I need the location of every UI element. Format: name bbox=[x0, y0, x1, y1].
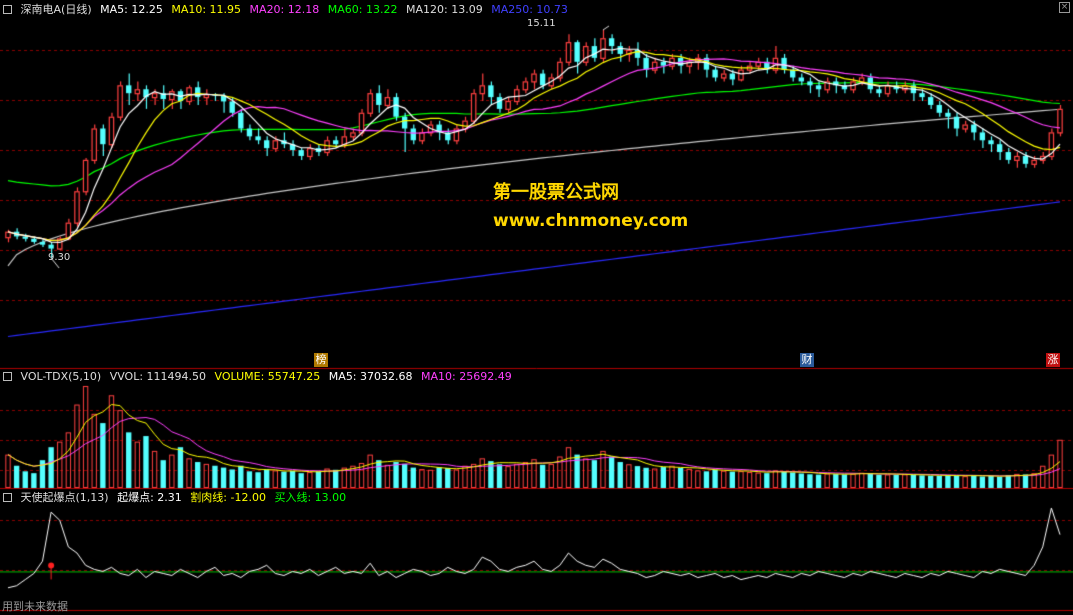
high-annotation: 15.11 bbox=[527, 18, 556, 29]
future-data-notice: 用到未来数据 bbox=[2, 600, 68, 613]
indicator-name: 天使起爆点(1,13) bbox=[20, 491, 109, 504]
mairuxian-readout: 买入线: 13.00 bbox=[274, 491, 347, 504]
ma20-readout: MA20: 12.18 bbox=[249, 3, 320, 16]
vol-ma5-readout: MA5: 37032.68 bbox=[328, 370, 413, 383]
close-icon[interactable]: × bbox=[1059, 2, 1070, 13]
event-flag-bang[interactable]: 榜 bbox=[314, 353, 328, 367]
volume-header: VOL-TDX(5,10) VVOL: 111494.50 VOLUME: 55… bbox=[0, 369, 517, 385]
event-flag-cai[interactable]: 财 bbox=[800, 353, 814, 367]
gerouxian-readout: 割肉线: -12.00 bbox=[190, 491, 266, 504]
collapse-toggle-icon[interactable] bbox=[3, 492, 12, 502]
indicator-header: 天使起爆点(1,13) 起爆点: 2.31 割肉线: -12.00 买入线: 1… bbox=[0, 490, 351, 506]
collapse-toggle-icon[interactable] bbox=[3, 4, 12, 14]
volume-readout: VOLUME: 55747.25 bbox=[214, 370, 321, 383]
event-flag-zhang[interactable]: 涨 bbox=[1046, 353, 1060, 367]
ma120-readout: MA120: 13.09 bbox=[405, 3, 483, 16]
vol-ma10-readout: MA10: 25692.49 bbox=[421, 370, 512, 383]
ma10-readout: MA10: 11.95 bbox=[171, 3, 242, 16]
low-annotation: 9.30 bbox=[48, 252, 71, 263]
ma250-readout: MA250: 10.73 bbox=[491, 3, 568, 16]
ma5-readout: MA5: 12.25 bbox=[100, 3, 163, 16]
volume-indicator-name: VOL-TDX(5,10) bbox=[20, 370, 102, 383]
vvol-readout: VVOL: 111494.50 bbox=[109, 370, 207, 383]
ma60-readout: MA60: 13.22 bbox=[327, 3, 398, 16]
qibaodian-readout: 起爆点: 2.31 bbox=[117, 491, 182, 504]
watermark-url: www.chnmoney.com bbox=[493, 211, 689, 231]
stock-title: 深南电A(日线) bbox=[20, 3, 92, 16]
watermark-title: 第一股票公式网 bbox=[493, 182, 619, 203]
main-chart-header: 深南电A(日线) MA5: 12.25 MA10: 11.95 MA20: 12… bbox=[0, 2, 573, 18]
collapse-toggle-icon[interactable] bbox=[3, 371, 12, 381]
